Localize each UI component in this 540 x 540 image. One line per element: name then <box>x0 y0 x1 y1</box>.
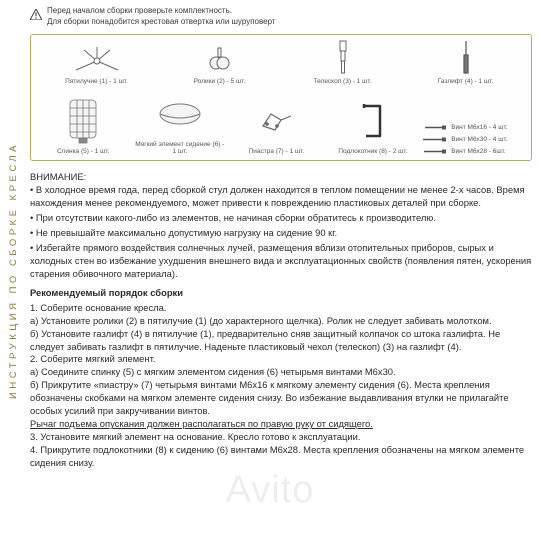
order-step: 4. Прикрутите подлокотники (8) к сидению… <box>30 444 532 470</box>
screw-item: Винт М6х30 - 4 шт. <box>423 136 525 143</box>
part-label: Подлокотник (8) - 2 шт. <box>338 148 407 155</box>
warning-line2: Для сборки понадобится крестовая отвертк… <box>47 17 276 26</box>
top-warning: Перед началом сборки проверьте комплектн… <box>30 6 532 28</box>
screw-item: Винт М6х16 - 4 шт. <box>423 124 525 131</box>
screw-icon <box>423 149 447 154</box>
attention-item: • В холодное время года, перед сборкой с… <box>30 184 532 210</box>
part-wheels: Ролики (2) - 5 шт. <box>160 39 279 85</box>
screws-column: Винт М6х16 - 4 шт. Винт М6х30 - 4 шт. Ви… <box>423 120 525 155</box>
order-title: Рекомендуемый порядок сборки <box>30 287 532 300</box>
part-back: Спинка (5) - 1 шт. <box>37 95 130 155</box>
part-armrest: Подлокотник (8) - 2 шт. <box>327 95 420 155</box>
screw-label: Винт М6х16 - 4 шт. <box>451 124 507 131</box>
screw-icon <box>423 125 447 130</box>
part-label: Спинка (5) - 1 шт. <box>57 148 109 155</box>
attention-title: ВНИМАНИЕ: <box>30 171 532 184</box>
order-step: Рычаг подъема опускания должен располага… <box>30 418 532 431</box>
watermark: Avito <box>226 469 315 512</box>
sidebar: ИНСТРУКЦИЯ ПО СБОРКЕ КРЕСЛА <box>0 0 26 540</box>
order-step: 3. Установите мягкий элемент на основани… <box>30 431 532 444</box>
part-seat: Мягкий элемент сидение (6) - 1 шт. <box>134 88 227 155</box>
screw-item: Винт М6х28 - 6шт. <box>423 148 525 155</box>
attention-item: • При отсутствии какого-либо из элементо… <box>30 212 532 225</box>
base-icon <box>71 39 123 77</box>
parts-box: Пятилучие (1) - 1 шт. Ролики (2) - 5 шт.… <box>30 34 532 161</box>
order-step: а) Соедините спинку (5) с мягким элемент… <box>30 366 532 379</box>
body-text: ВНИМАНИЕ: • В холодное время года, перед… <box>30 171 532 470</box>
parts-row-2: Спинка (5) - 1 шт. Мягкий элемент сидени… <box>37 88 525 155</box>
part-plate: Пиастра (7) - 1 шт. <box>230 95 323 155</box>
order-step: а) Установите ролики (2) в пятилучие (1)… <box>30 315 532 328</box>
main-content: Перед началом сборки проверьте комплектн… <box>30 6 532 470</box>
telescope-icon <box>336 39 350 77</box>
sidebar-title: ИНСТРУКЦИЯ ПО СБОРКЕ КРЕСЛА <box>8 142 19 399</box>
screw-label: Винт М6х30 - 4 шт. <box>451 136 507 143</box>
order-step: б) Прикрутите «пиастру» (7) четырьмя вин… <box>30 379 532 418</box>
attention-item: • Не превышайте максимально допустимую н… <box>30 227 532 240</box>
part-label: Пятилучие (1) - 1 шт. <box>65 78 128 85</box>
screw-label: Винт М6х28 - 6шт. <box>451 148 506 155</box>
seat-icon <box>156 88 204 140</box>
wheel-icon <box>205 39 235 77</box>
attention-item: • Избегайте прямого воздействия солнечны… <box>30 242 532 281</box>
order-step: 2. Соберите мягкий элемент. <box>30 353 532 366</box>
part-label: Мягкий элемент сидение (6) - 1 шт. <box>134 141 227 155</box>
part-telescope: Телескоп (3) - 1 шт. <box>283 39 402 85</box>
parts-row-1: Пятилучие (1) - 1 шт. Ролики (2) - 5 шт.… <box>37 39 525 85</box>
part-label: Ролики (2) - 5 шт. <box>194 78 246 85</box>
back-icon <box>65 95 101 147</box>
part-label: Газлифт (4) - 1 шт. <box>438 78 493 85</box>
part-label: Пиастра (7) - 1 шт. <box>249 148 305 155</box>
part-base: Пятилучие (1) - 1 шт. <box>37 39 156 85</box>
warning-line1: Перед началом сборки проверьте комплектн… <box>47 6 232 15</box>
plate-icon <box>257 95 295 147</box>
warning-icon <box>30 7 42 25</box>
order-step: б) Установите газлифт (4) в пятилучие (1… <box>30 328 532 354</box>
gaslift-icon <box>461 39 471 77</box>
warning-text: Перед началом сборки проверьте комплектн… <box>47 6 276 28</box>
part-label: Телескоп (3) - 1 шт. <box>314 78 372 85</box>
order-step: 1. Соберите основание кресла. <box>30 302 532 315</box>
screw-icon <box>423 137 447 142</box>
part-gaslift: Газлифт (4) - 1 шт. <box>406 39 525 85</box>
armrest-icon <box>358 95 388 147</box>
